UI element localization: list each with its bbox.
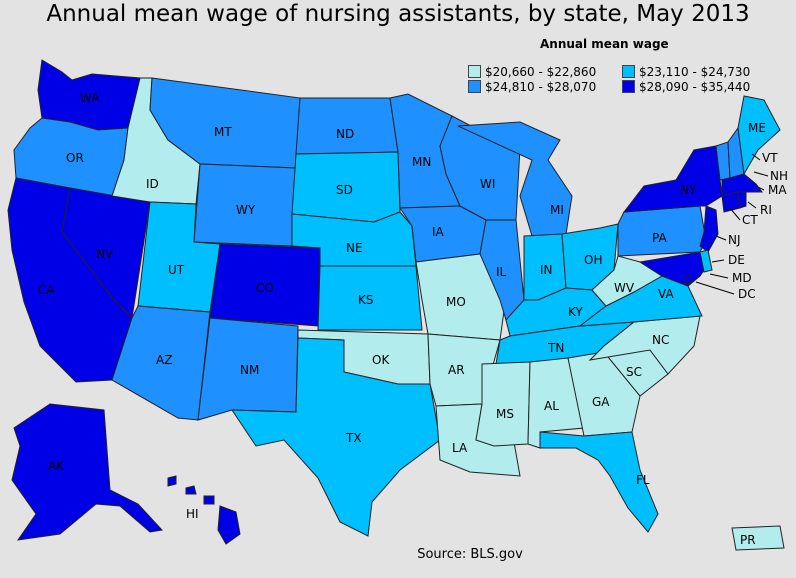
legend-swatch (622, 65, 635, 78)
state-de[interactable] (699, 249, 713, 273)
label-la: LA (452, 441, 468, 455)
state-ks[interactable] (317, 265, 423, 331)
label-fl: FL (636, 473, 650, 487)
label-tn: TN (547, 341, 564, 355)
state-hi[interactable] (167, 475, 241, 545)
label-ct: CT (742, 213, 758, 227)
label-tx: TX (345, 431, 362, 445)
label-mn: MN (412, 155, 431, 169)
label-me: ME (748, 121, 766, 135)
label-va: VA (658, 287, 674, 301)
legend-item-4: $28,090 - $35,440 (622, 80, 750, 94)
label-ky: KY (568, 305, 583, 319)
label-hi: HI (186, 507, 199, 521)
state-ny[interactable] (622, 145, 723, 213)
label-mi: MI (550, 203, 564, 217)
label-nd: ND (336, 127, 354, 141)
label-oh: OH (584, 253, 602, 267)
legend-swatch (468, 80, 481, 93)
state-pr[interactable] (731, 525, 785, 551)
label-ak: AK (48, 459, 65, 473)
legend-title: Annual mean wage (540, 37, 669, 51)
label-co: CO (256, 281, 274, 295)
state-az[interactable] (111, 305, 211, 421)
legend-label: $24,810 - $28,070 (485, 80, 597, 94)
label-ma: MA (768, 183, 787, 197)
label-or: OR (66, 151, 84, 165)
label-ne: NE (346, 241, 363, 255)
label-ut: UT (168, 263, 185, 277)
state-ms[interactable] (475, 361, 531, 447)
label-md: MD (732, 271, 752, 285)
label-ok: OK (372, 353, 390, 367)
label-vt: VT (762, 151, 778, 165)
label-ms: MS (496, 407, 514, 421)
label-wi: WI (480, 177, 495, 191)
map-title: Annual mean wage of nursing assistants, … (46, 1, 750, 27)
label-ri: RI (760, 203, 772, 217)
label-nh: NH (770, 169, 788, 183)
legend-label: $28,090 - $35,440 (639, 80, 751, 94)
label-wv: WV (614, 281, 635, 295)
label-sc: SC (626, 365, 642, 379)
state-ri[interactable] (737, 191, 747, 209)
legend-label: $20,660 - $22,860 (485, 65, 597, 79)
legend-item-2: $23,110 - $24,730 (622, 65, 750, 79)
legend-swatch (468, 65, 481, 78)
label-dc: DC (738, 287, 756, 301)
label-ca: CA (38, 283, 55, 297)
label-mt: MT (214, 125, 232, 139)
label-wa: WA (80, 91, 100, 105)
label-nc: NC (652, 333, 669, 347)
callout-lines (695, 153, 769, 295)
label-nm: NM (240, 363, 259, 377)
state-ak[interactable] (11, 403, 163, 541)
state-dc[interactable] (683, 275, 693, 285)
label-ia: IA (432, 225, 445, 239)
state-fl[interactable] (539, 431, 659, 533)
label-pr: PR (740, 533, 756, 547)
state-nd[interactable] (295, 97, 399, 155)
label-de: DE (728, 253, 745, 267)
label-mo: MO (446, 295, 466, 309)
label-al: AL (544, 399, 559, 413)
legend-item-3: $24,810 - $28,070 (468, 80, 596, 94)
label-nj: NJ (728, 233, 741, 247)
label-ar: AR (448, 363, 465, 377)
legend-swatch (622, 80, 635, 93)
label-id: ID (146, 177, 159, 191)
label-az: AZ (156, 353, 172, 367)
label-nv: NV (96, 247, 114, 261)
label-il: IL (496, 265, 507, 279)
legend-item-1: $20,660 - $22,860 (468, 65, 596, 79)
source-note: Source: BLS.gov (417, 547, 523, 562)
label-ny: NY (680, 183, 697, 197)
label-pa: PA (652, 231, 667, 245)
label-ks: KS (358, 293, 374, 307)
label-ga: GA (592, 395, 610, 409)
state-mi[interactable] (457, 121, 573, 237)
legend-label: $23,110 - $24,730 (639, 65, 751, 79)
label-wy: WY (236, 203, 256, 217)
label-in: IN (540, 263, 553, 277)
state-tx[interactable] (231, 337, 441, 537)
label-sd: SD (336, 183, 353, 197)
